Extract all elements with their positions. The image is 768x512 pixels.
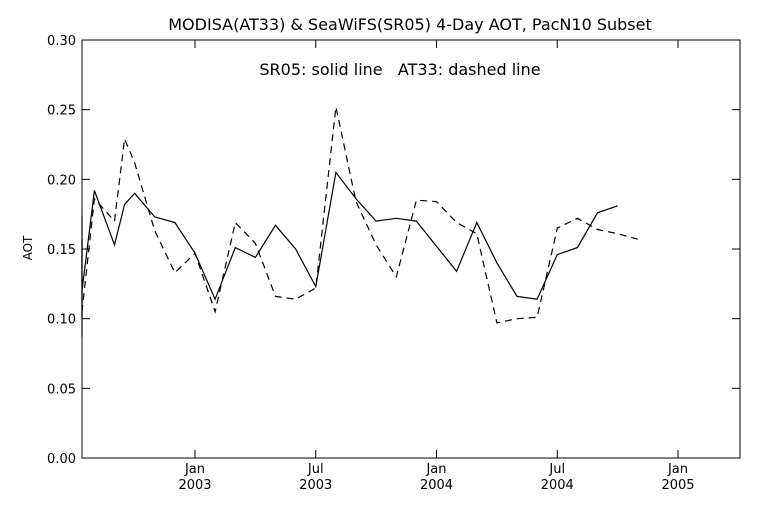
- y-tick-label: 0.00: [47, 452, 76, 467]
- plot-area-frame: [81, 39, 741, 459]
- x-tick-year-label: 2005: [661, 478, 694, 493]
- x-tick-year-label: 2004: [541, 478, 574, 493]
- y-axis-ticks: 0.00 0.05 0.10 0.15 0.20 0.25 0.30: [47, 34, 740, 467]
- series-line-sr05: [81, 170, 618, 337]
- y-tick-label: 0.10: [47, 313, 76, 328]
- y-tick-label: 0.15: [47, 243, 76, 258]
- x-tick-month-label: Jul: [548, 462, 565, 477]
- x-tick-month-label: Jan: [667, 462, 688, 477]
- chart-title: MODISA(AT33) & SeaWiFS(SR05) 4-Day AOT, …: [168, 15, 652, 34]
- y-tick-label: 0.25: [47, 104, 76, 119]
- y-tick-label: 0.05: [47, 382, 76, 397]
- x-tick-year-label: 2004: [420, 478, 453, 493]
- x-tick-month-label: Jan: [184, 462, 205, 477]
- y-tick-label: 0.20: [47, 173, 76, 188]
- y-axis-label: AOT: [21, 235, 35, 260]
- series-line-at33: [81, 106, 638, 324]
- x-tick-month-label: Jul: [307, 462, 324, 477]
- series-annotation: SR05: solid line AT33: dashed line: [259, 60, 540, 79]
- x-tick-year-label: 2003: [178, 478, 211, 493]
- x-tick-year-label: 2003: [299, 478, 332, 493]
- x-tick-month-label: Jan: [425, 462, 446, 477]
- y-tick-label: 0.30: [47, 34, 76, 49]
- series-layer: [81, 106, 638, 337]
